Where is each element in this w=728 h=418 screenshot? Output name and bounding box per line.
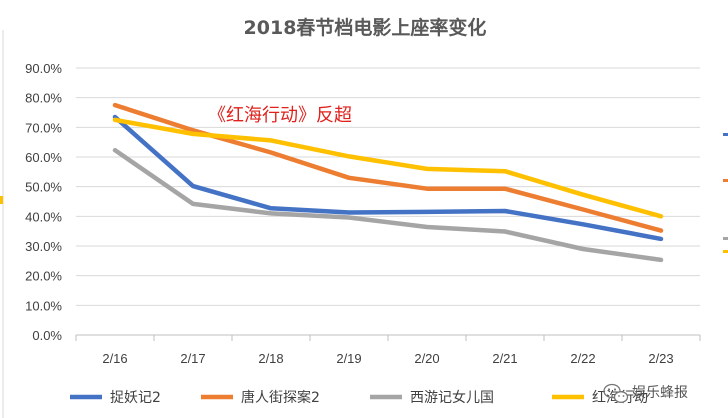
edge-mark-blue — [723, 133, 728, 136]
y-tick-label: 60.0% — [25, 150, 62, 165]
x-tick-label: 2/23 — [648, 351, 673, 366]
y-tick-label: 70.0% — [25, 120, 62, 135]
y-tick-label: 40.0% — [25, 209, 62, 224]
x-tick-label: 2/21 — [492, 351, 517, 366]
y-tick-label: 30.0% — [25, 239, 62, 254]
x-tick-label: 2/16 — [102, 351, 127, 366]
y-axis-ticks: 0.0% 10.0% 20.0% 30.0% 40.0% 50.0% 60.0% 70.0% 8… — [25, 61, 62, 343]
x-axis — [75, 334, 701, 341]
x-tick-label: 2/19 — [336, 351, 361, 366]
x-tick-label: 2/18 — [258, 351, 283, 366]
edge-mark-orange — [723, 179, 728, 182]
y-tick-label: 80.0% — [25, 91, 62, 106]
series-line-4 — [112, 117, 664, 219]
watermark: 娱乐蜂报 — [603, 383, 688, 403]
y-tick-label: 90.0% — [25, 61, 62, 76]
x-tick-label: 2/20 — [414, 351, 439, 366]
chart-title: 2018春节档电影上座率变化 — [244, 16, 487, 39]
x-tick-label: 2/22 — [570, 351, 595, 366]
grid-lines — [76, 67, 700, 306]
y-tick-label: 50.0% — [25, 180, 62, 195]
series-line-3 — [112, 147, 664, 263]
series-line-1 — [112, 114, 664, 242]
legend-label: 西游记女儿国 — [410, 389, 494, 406]
x-axis-ticks: 2/16 2/17 2/18 2/19 2/20 2/21 2/22 2/23 — [102, 351, 673, 366]
chart-annotation: 《红海行动》反超 — [208, 105, 352, 126]
edge-mark-gray — [723, 237, 728, 240]
edge-mark-yellow — [723, 250, 728, 253]
y-tick-label: 20.0% — [25, 269, 62, 284]
y-tick-label: 10.0% — [25, 298, 62, 313]
legend: 捉妖记2唐人街探案2西游记女儿国红海行动 — [70, 389, 648, 406]
x-tick-label: 2/17 — [180, 351, 205, 366]
right-edge-markers — [723, 133, 728, 253]
y-tick-label: 0.0% — [32, 328, 62, 343]
watermark-text: 娱乐蜂报 — [632, 385, 688, 401]
series-lines — [112, 102, 664, 263]
legend-label: 捉妖记2 — [110, 390, 161, 406]
legend-label: 唐人街探案2 — [241, 389, 320, 406]
left-edge-mark — [0, 196, 3, 204]
wechat-icon — [603, 383, 629, 403]
